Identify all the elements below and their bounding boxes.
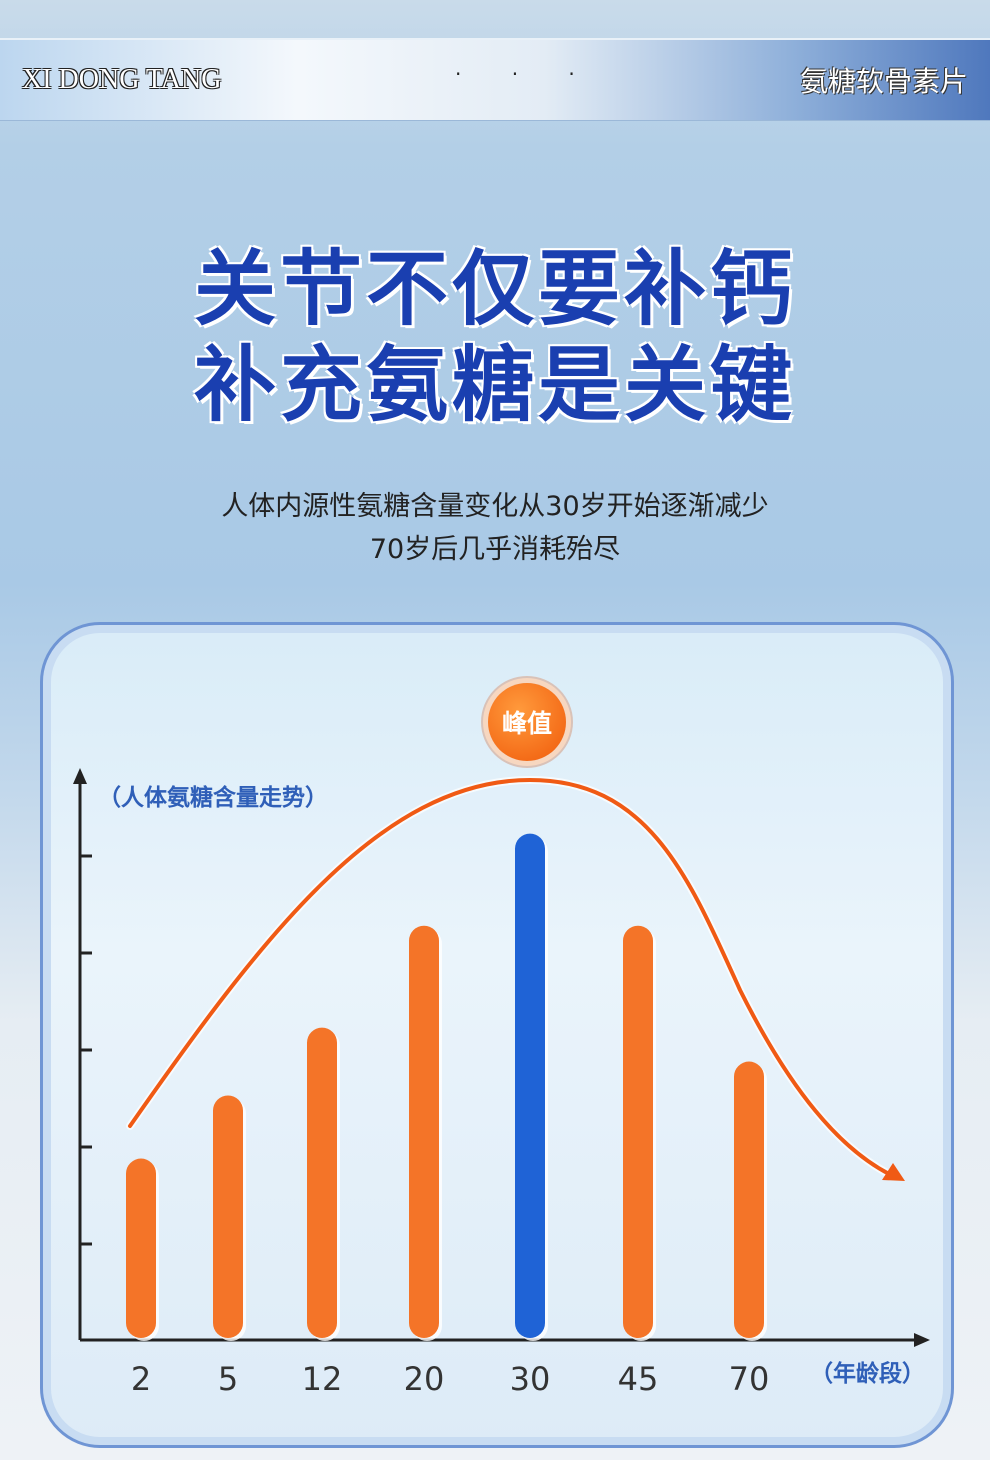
trend-curve	[128, 777, 895, 1178]
bar-70	[734, 1061, 764, 1338]
x-tick-label: 12	[302, 1360, 343, 1398]
x-tick-label: 30	[510, 1360, 551, 1398]
product-name: 氨糖软骨素片	[799, 65, 968, 98]
subtitle-line-1: 人体内源性氨糖含量变化从30岁开始逐渐减少	[221, 491, 769, 522]
bar-2	[126, 1158, 156, 1338]
y-axis-label: （人体氨糖含量走势）	[98, 785, 328, 811]
bar-30	[515, 833, 545, 1338]
headline-line-1: 关节不仅要补钙	[193, 241, 796, 337]
bar-20	[409, 925, 439, 1338]
x-axis-arrow	[914, 1333, 930, 1347]
header-banner: XI DONG TANG · · · 氨糖软骨素片	[0, 38, 990, 121]
trend-arrow-icon	[882, 1163, 905, 1181]
x-tick-label: 45	[618, 1360, 659, 1398]
y-axis-arrow	[73, 768, 87, 784]
bar-45	[623, 925, 653, 1338]
x-tick-label: 5	[218, 1360, 238, 1398]
decorative-dots: · · ·	[455, 62, 597, 86]
brand-name: XI DONG TANG	[22, 64, 222, 95]
headline-line-2: 补充氨糖是关键	[193, 337, 796, 433]
peak-badge: 峰值	[488, 683, 566, 761]
x-axis-label: （年龄段）	[810, 1361, 925, 1387]
x-tick-label: 70	[729, 1360, 770, 1398]
x-tick-label: 20	[404, 1360, 445, 1398]
subtitle-line-2: 70岁后几乎消耗殆尽	[369, 534, 621, 565]
bar-12	[307, 1027, 337, 1338]
x-tick-label: 2	[131, 1360, 151, 1398]
bar-5	[213, 1095, 243, 1338]
